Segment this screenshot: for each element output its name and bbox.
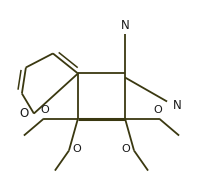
Text: N: N xyxy=(173,99,181,112)
Text: O: O xyxy=(122,144,130,154)
Text: O: O xyxy=(41,105,49,115)
Text: O: O xyxy=(73,144,81,154)
Text: O: O xyxy=(154,105,163,115)
Text: O: O xyxy=(19,107,28,120)
Text: N: N xyxy=(121,19,129,32)
